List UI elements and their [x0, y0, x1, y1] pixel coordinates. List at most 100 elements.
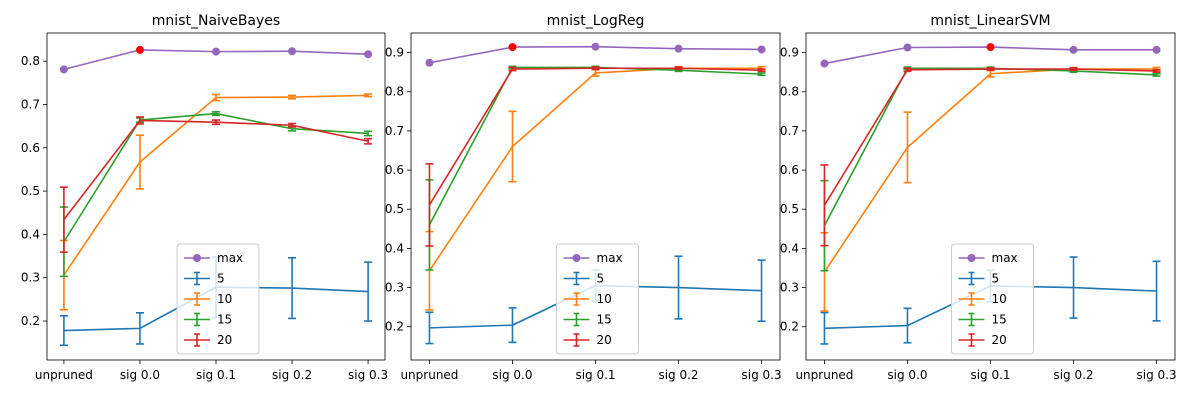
legend-label: 10 — [217, 292, 232, 306]
y-tick-label: 0.4 — [385, 241, 404, 255]
x-tick-label: unpruned — [400, 368, 458, 382]
legend: max 5 10 15 20 — [951, 243, 1034, 355]
max-highlight-point — [986, 43, 995, 52]
max-point — [591, 42, 600, 51]
legend-label: max — [992, 251, 1018, 265]
legend-label: 10 — [597, 292, 612, 306]
y-tick-label: 0.2 — [780, 320, 799, 334]
x-tick-label: sig 0.1 — [196, 368, 236, 382]
legend-box — [176, 243, 260, 355]
y-tick-label: 0.7 — [780, 124, 799, 138]
y-tick-label: 0.6 — [385, 163, 404, 177]
max-highlight-point — [135, 45, 144, 54]
y-tick-label: 0.2 — [385, 320, 404, 334]
y-tick-label: 0.5 — [780, 202, 799, 216]
axes-frame — [410, 32, 781, 361]
legend-box — [951, 243, 1034, 355]
series-max — [820, 43, 1161, 68]
legend-label: 15 — [217, 313, 232, 327]
x-tick-label: unpruned — [35, 368, 93, 382]
legend-label: 5 — [992, 272, 1000, 286]
legend-label: 15 — [992, 313, 1007, 327]
series-max — [425, 42, 766, 67]
axes-frame — [46, 32, 386, 361]
x-tick-label: unpruned — [795, 368, 853, 382]
x-tick-label: sig 0.3 — [1136, 368, 1176, 382]
series-20 — [425, 66, 766, 247]
x-tick-label: sig 0.2 — [272, 368, 312, 382]
max-point — [1069, 45, 1078, 54]
legend-label: 20 — [217, 333, 232, 347]
x-tick-label: sig 0.3 — [348, 368, 388, 382]
y-tick-label: 0.8 — [21, 54, 40, 68]
max-point — [59, 65, 68, 74]
y-tick-label: 0.9 — [780, 46, 799, 60]
chart-panel-2: mnist_LogReg 0.2 0.3 0.4 0.5 0.6 0.7 0.8 0.9 unpr… — [385, 13, 782, 382]
x-tick-label: sig 0.2 — [1053, 368, 1093, 382]
axes-frame — [805, 32, 1176, 361]
max-point — [820, 59, 829, 68]
y-tick-label: 0.8 — [385, 85, 404, 99]
series-line-20 — [428, 67, 762, 206]
y-tick-label: 0.4 — [780, 241, 799, 255]
x-tick-label: sig 0.1 — [575, 368, 615, 382]
max-point — [364, 50, 373, 59]
legend-label: 15 — [597, 313, 612, 327]
max-point — [212, 47, 220, 56]
legend-label: 5 — [597, 272, 605, 286]
legend-label: max — [597, 251, 623, 265]
max-point — [288, 47, 297, 56]
legend: max 5 10 15 20 — [556, 243, 639, 355]
legend-marker — [967, 254, 976, 262]
legend-label: 20 — [992, 333, 1007, 347]
x-tick-label: sig 0.2 — [658, 368, 698, 382]
legend-label: max — [217, 251, 243, 265]
y-tick-label: 0.7 — [385, 124, 404, 138]
series-line-15 — [428, 66, 762, 226]
legend: max 5 10 15 20 — [176, 243, 260, 355]
y-tick-label: 0.3 — [385, 281, 404, 295]
y-tick-label: 0.9 — [385, 46, 404, 60]
x-tick-label: sig 0.0 — [887, 368, 927, 382]
max-point — [674, 44, 683, 53]
series-line-20 — [823, 68, 1157, 206]
series-20 — [59, 116, 373, 253]
max-point — [757, 45, 766, 54]
chart-panel-1: mnist_NaiveBayes 0.2 0.3 0.4 0.5 0.6 0.7 0.8 unp… — [21, 13, 388, 382]
series-20 — [820, 67, 1161, 247]
chart-title: mnist_LogReg — [547, 13, 645, 29]
legend-label: 10 — [992, 292, 1007, 306]
x-tick-label: sig 0.1 — [970, 368, 1010, 382]
series-15 — [425, 65, 766, 271]
y-tick-label: 0.4 — [21, 227, 40, 241]
y-tick-label: 0.7 — [21, 97, 40, 111]
x-tick-label: sig 0.0 — [492, 368, 532, 382]
series-line-10 — [823, 68, 1157, 273]
series-line-15 — [63, 112, 369, 243]
max-highlight-point — [508, 43, 517, 52]
series-line-15 — [823, 67, 1157, 227]
max-point — [903, 43, 912, 52]
max-point — [425, 58, 434, 67]
chart-title: mnist_NaiveBayes — [152, 13, 280, 29]
y-tick-label: 0.8 — [780, 85, 799, 99]
series-line-10 — [428, 67, 762, 272]
x-tick-label: sig 0.0 — [120, 368, 160, 382]
y-tick-label: 0.6 — [780, 163, 799, 177]
series-max — [59, 45, 373, 74]
series-15 — [820, 66, 1161, 272]
y-tick-label: 0.3 — [780, 281, 799, 295]
legend-label: 20 — [597, 333, 612, 347]
max-point — [1152, 45, 1161, 54]
y-tick-label: 0.6 — [21, 141, 40, 155]
legend-marker — [193, 254, 201, 262]
y-tick-label: 0.5 — [385, 202, 404, 216]
legend-box — [556, 243, 639, 355]
y-tick-label: 0.3 — [21, 271, 40, 285]
legend-marker — [572, 254, 581, 262]
legend-label: 5 — [217, 272, 225, 286]
y-tick-label: 0.2 — [21, 314, 40, 328]
y-tick-label: 0.5 — [21, 184, 40, 198]
chart-panel-3: mnist_LinearSVM 0.2 0.3 0.4 0.5 0.6 0.7 0.8 0.9 u… — [780, 13, 1177, 382]
